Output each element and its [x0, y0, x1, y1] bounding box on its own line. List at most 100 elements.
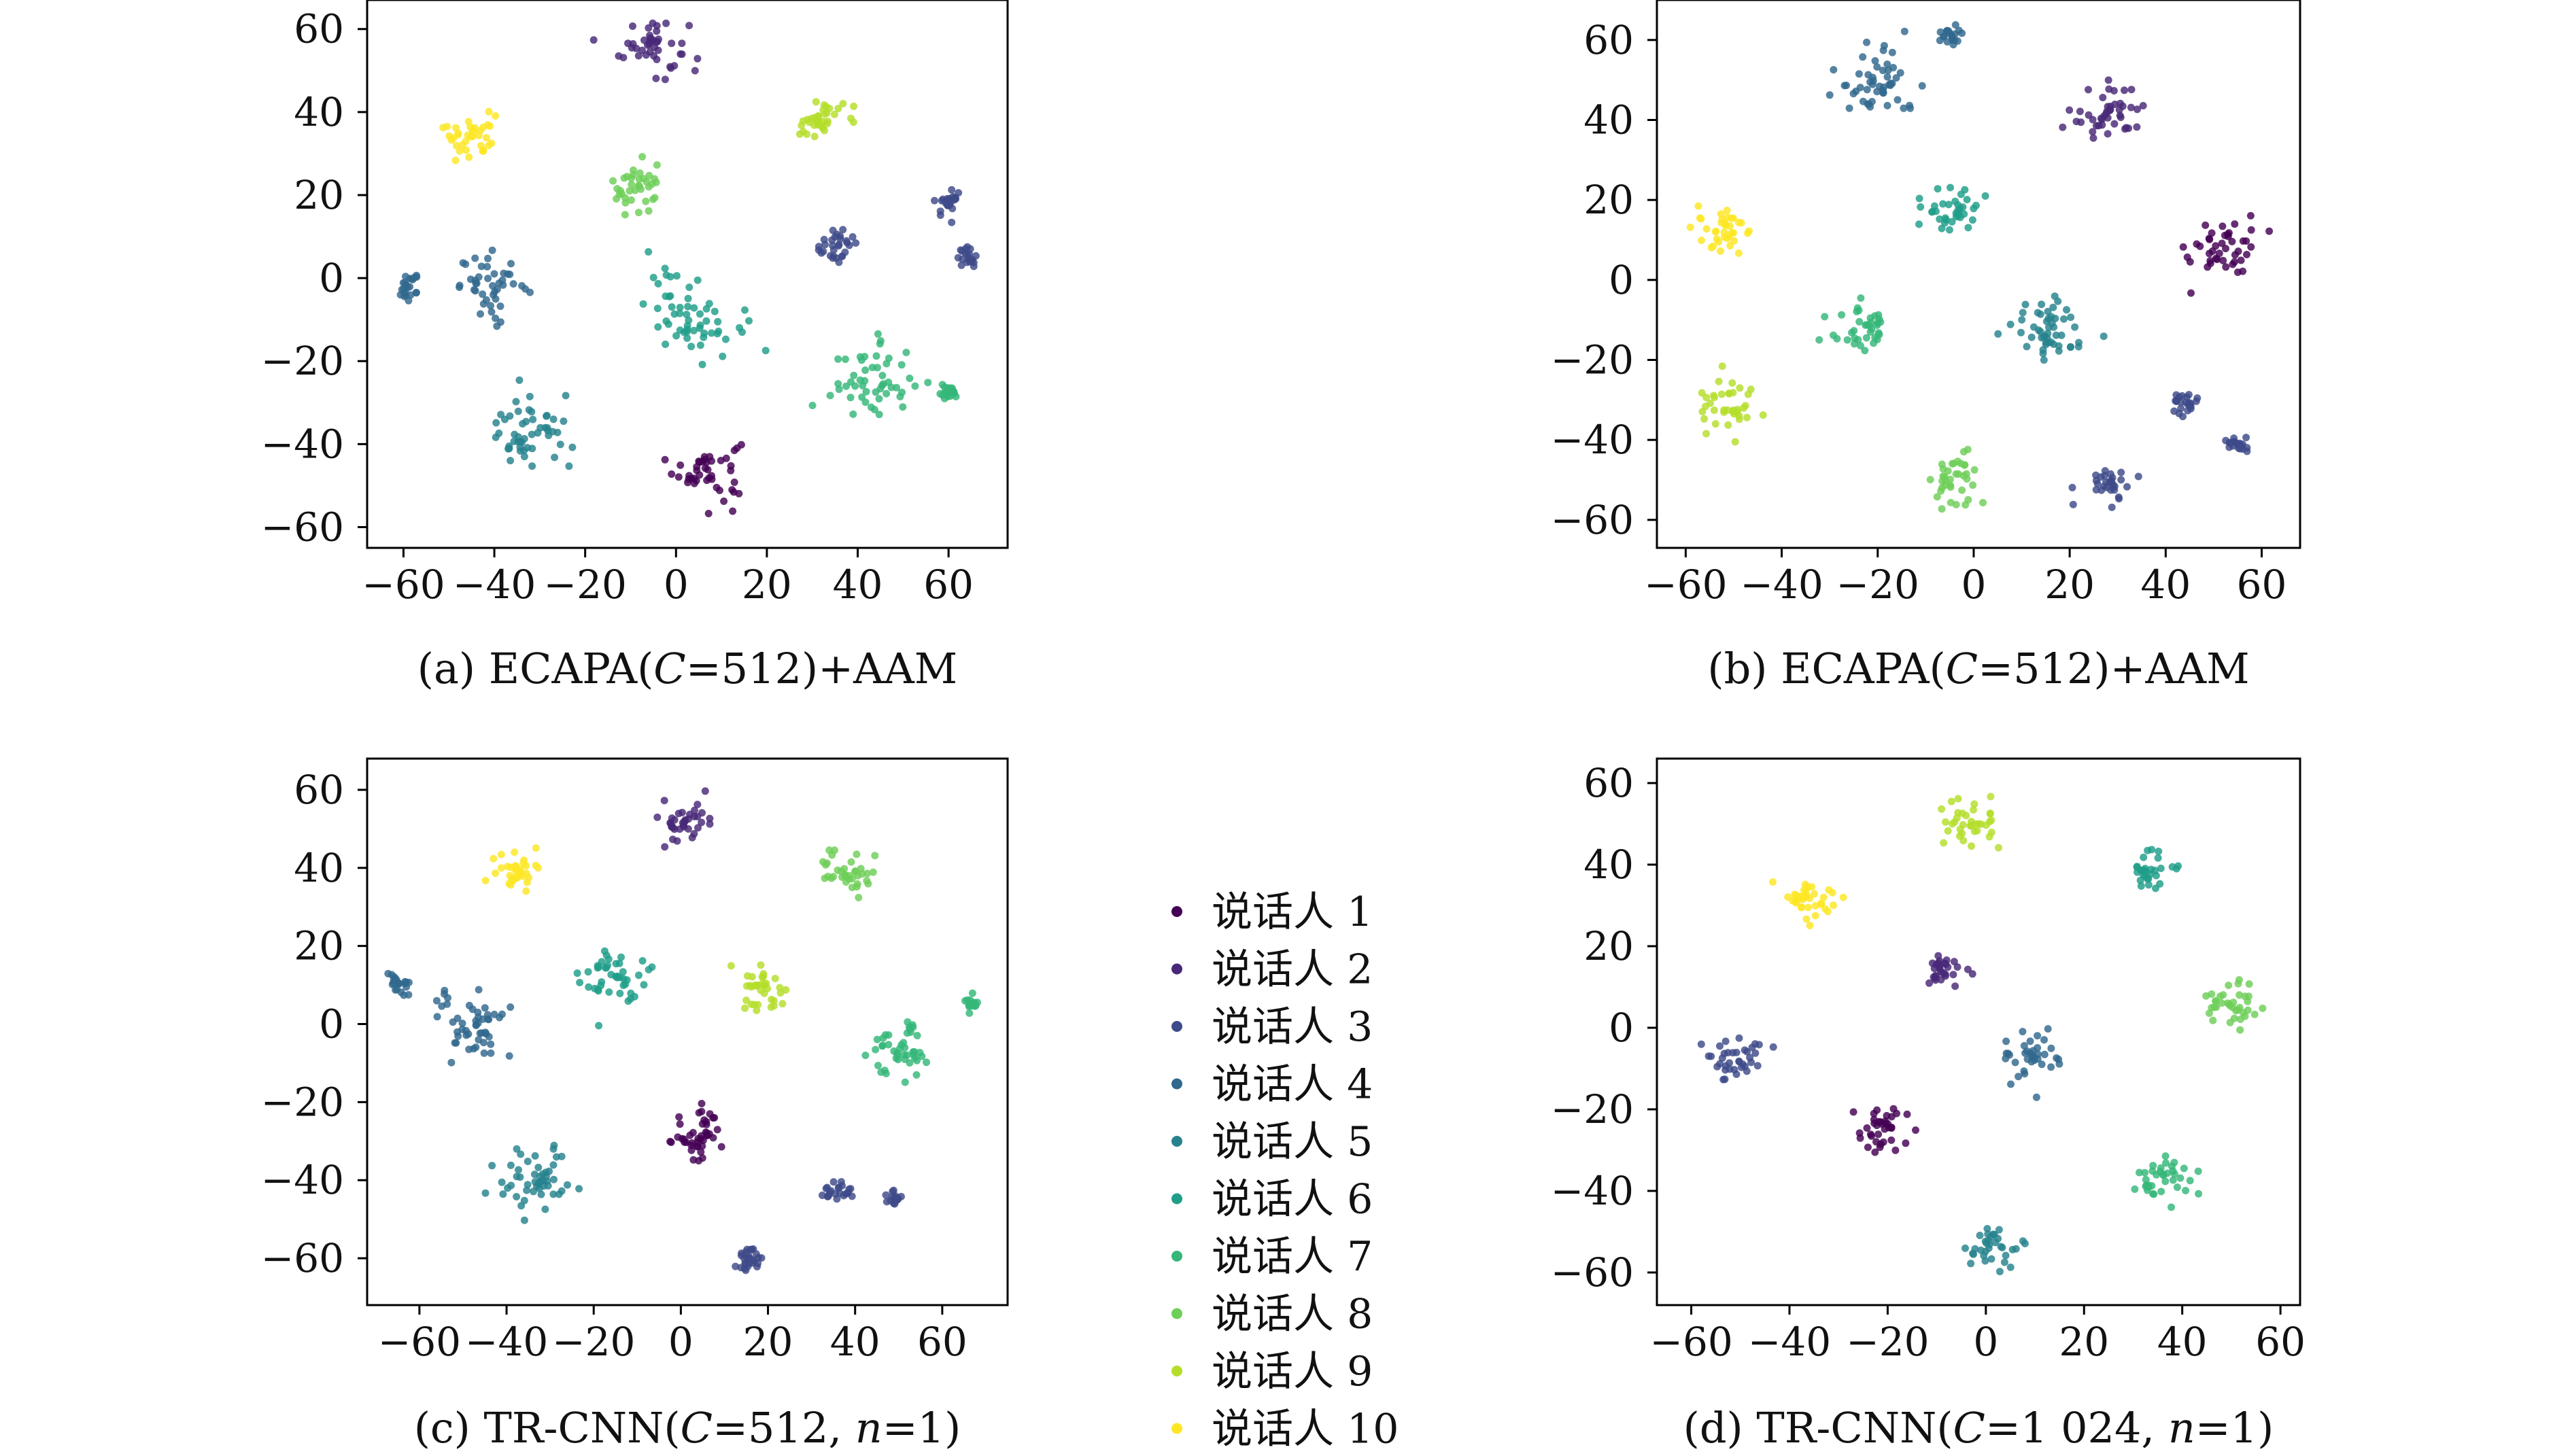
- point-speaker-1: [697, 1148, 705, 1156]
- point-speaker-3: [829, 246, 838, 254]
- point-speaker-2: [691, 806, 698, 814]
- point-speaker-3: [752, 1250, 760, 1258]
- point-speaker-5: [522, 417, 530, 426]
- point-speaker-3: [2184, 391, 2193, 399]
- point-speaker-5: [517, 1202, 526, 1210]
- point-speaker-5: [541, 1205, 549, 1213]
- point-speaker-3: [835, 242, 842, 250]
- point-speaker-10: [1723, 207, 1731, 215]
- point-speaker-2: [668, 814, 676, 822]
- point-speaker-5: [1995, 1268, 2004, 1276]
- point-speaker-1: [1912, 1126, 1919, 1134]
- point-speaker-3: [2222, 436, 2230, 445]
- x-tick-label: 60: [923, 561, 974, 608]
- point-speaker-6: [615, 959, 623, 967]
- point-speaker-8: [635, 175, 643, 184]
- point-speaker-10: [1717, 210, 1725, 218]
- point-speaker-4: [1863, 38, 1870, 46]
- point-speaker-4: [451, 1039, 459, 1047]
- point-speaker-4: [1859, 53, 1867, 61]
- point-speaker-6: [648, 963, 656, 971]
- point-speaker-5: [536, 1173, 544, 1181]
- point-speaker-2: [2103, 107, 2111, 116]
- point-speaker-4: [1856, 84, 1864, 92]
- point-speaker-3: [1748, 1043, 1756, 1052]
- point-speaker-9: [798, 122, 806, 129]
- point-speaker-5: [2000, 1258, 2008, 1266]
- plot-frame: [1656, 0, 2301, 549]
- point-speaker-6: [1915, 194, 1923, 203]
- point-speaker-9: [1970, 800, 1978, 808]
- point-speaker-8: [2241, 1012, 2249, 1020]
- point-speaker-2: [660, 797, 668, 805]
- point-speaker-9: [1743, 413, 1751, 421]
- point-speaker-6: [708, 329, 715, 337]
- point-speaker-2: [662, 19, 670, 27]
- point-speaker-7: [901, 1043, 909, 1052]
- point-speaker-4: [475, 986, 483, 994]
- point-speaker-7: [874, 1062, 882, 1070]
- point-speaker-1: [705, 1130, 713, 1138]
- point-speaker-4: [458, 1020, 466, 1027]
- point-speaker-4: [2028, 1053, 2036, 1061]
- point-speaker-3: [1755, 1041, 1763, 1049]
- point-speaker-1: [2179, 243, 2187, 251]
- point-speaker-8: [628, 180, 636, 188]
- point-speaker-6: [668, 303, 676, 311]
- point-speaker-8: [1979, 499, 1987, 506]
- point-speaker-10: [532, 844, 540, 852]
- point-speaker-7: [1850, 340, 1858, 348]
- point-speaker-3: [1735, 1058, 1743, 1066]
- point-speaker-6: [1934, 185, 1942, 193]
- point-speaker-7: [842, 382, 850, 390]
- point-speaker-1: [676, 461, 685, 469]
- point-speaker-6: [687, 343, 696, 351]
- y-tick-label: 60: [1583, 17, 1634, 63]
- point-speaker-10: [1728, 214, 1736, 222]
- point-speaker-4: [483, 1011, 492, 1019]
- point-speaker-4: [2023, 1047, 2031, 1055]
- point-speaker-3: [2107, 486, 2115, 494]
- point-speaker-8: [653, 161, 661, 169]
- point-speaker-6: [722, 335, 730, 343]
- point-speaker-5: [542, 1168, 550, 1177]
- point-speaker-6: [638, 957, 647, 965]
- point-speaker-3: [2187, 402, 2195, 411]
- point-speaker-9: [1728, 379, 1736, 387]
- point-speaker-4: [2011, 1058, 2019, 1067]
- point-speaker-8: [1958, 486, 1966, 494]
- point-speaker-2: [2133, 123, 2141, 131]
- point-speaker-3: [2115, 495, 2123, 503]
- point-speaker-1: [2218, 239, 2226, 247]
- x-tick-label: 60: [917, 1319, 967, 1365]
- point-speaker-4: [413, 273, 421, 281]
- point-speaker-4: [507, 260, 515, 268]
- point-speaker-7: [1857, 294, 1865, 302]
- point-speaker-4: [1883, 73, 1891, 81]
- point-speaker-7: [893, 1049, 901, 1057]
- point-speaker-6: [630, 992, 638, 1001]
- point-speaker-2: [667, 64, 675, 72]
- point-speaker-9: [1731, 438, 1739, 446]
- point-speaker-4: [2034, 1032, 2042, 1040]
- legend-marker: [1171, 963, 1182, 975]
- point-speaker-3: [1730, 1066, 1738, 1074]
- point-speaker-5: [2049, 340, 2057, 348]
- point-speaker-8: [638, 153, 647, 161]
- point-speaker-9: [741, 1004, 749, 1012]
- point-speaker-1: [667, 1139, 675, 1146]
- point-speaker-6: [1963, 196, 1971, 204]
- point-speaker-4: [1879, 67, 1887, 75]
- point-speaker-8: [1933, 493, 1941, 501]
- point-speaker-7: [2136, 1168, 2143, 1177]
- point-speaker-7: [861, 366, 870, 375]
- point-speaker-2: [1953, 963, 1961, 971]
- point-speaker-1: [728, 486, 736, 494]
- speaker-legend: 说话人 1 说话人 2 说话人 3 说话人 4 说话人 5 说话人 6 说话人 7 说话人 8…: [1171, 888, 1399, 1453]
- point-speaker-7: [906, 375, 914, 382]
- point-speaker-1: [693, 463, 701, 471]
- point-speaker-5: [507, 457, 515, 465]
- point-speaker-1: [668, 470, 676, 478]
- point-speaker-8: [1952, 470, 1960, 478]
